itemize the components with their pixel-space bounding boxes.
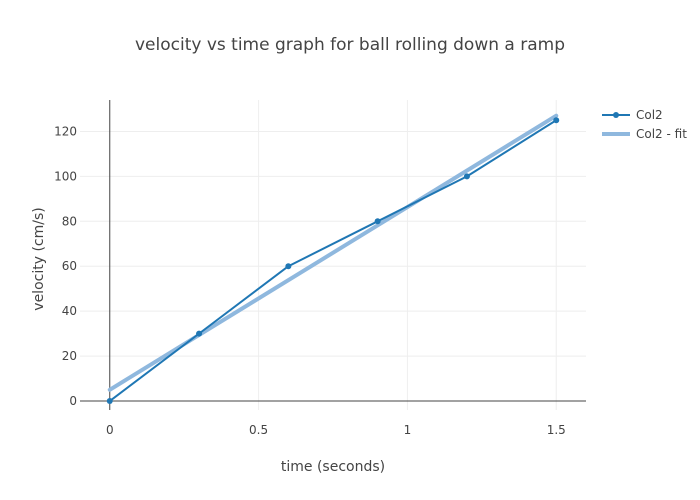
data-point[interactable]	[374, 218, 381, 225]
y-tick-label: 40	[62, 304, 77, 318]
x-tick-label: 0	[106, 423, 114, 437]
plot-area	[106, 113, 560, 405]
y-tick-label: 100	[54, 169, 77, 183]
y-axis-label: velocity (cm/s)	[31, 207, 47, 310]
legend-label[interactable]: Col2 - fit	[636, 127, 687, 141]
x-tick-labels: 0 0.5 1 1.5	[106, 423, 566, 437]
data-point[interactable]	[553, 117, 560, 124]
x-tick-label: 1.5	[547, 423, 566, 437]
x-axis-label: time (seconds)	[281, 459, 385, 475]
legend-marker	[613, 112, 619, 118]
axes	[80, 100, 586, 410]
x-tick-label: 0.5	[249, 423, 268, 437]
y-tick-labels: 0 20 40 60 80 100 120	[54, 124, 77, 408]
y-tick-label: 60	[62, 259, 77, 273]
data-series-line	[109, 119, 557, 402]
y-tick-label: 80	[62, 214, 77, 228]
chart-title: velocity vs time graph for ball rolling …	[135, 35, 565, 55]
data-point[interactable]	[285, 263, 292, 270]
y-tick-label: 20	[62, 349, 77, 363]
legend-label[interactable]: Col2	[636, 108, 663, 122]
x-tick-label: 1	[404, 423, 412, 437]
data-point[interactable]	[196, 330, 203, 337]
data-point[interactable]	[106, 398, 113, 405]
y-tick-label: 120	[54, 124, 77, 138]
legend[interactable]: Col2 Col2 - fit	[602, 108, 687, 141]
y-tick-label: 0	[69, 394, 77, 408]
data-point[interactable]	[463, 173, 470, 180]
fit-line	[107, 113, 559, 392]
